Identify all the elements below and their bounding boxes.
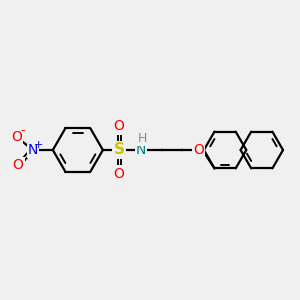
Text: S: S: [114, 142, 124, 158]
Text: +: +: [34, 140, 43, 150]
Text: H: H: [138, 132, 147, 145]
Text: N: N: [136, 143, 146, 157]
Text: O: O: [114, 119, 124, 134]
Text: O: O: [114, 167, 124, 181]
Text: -: -: [20, 124, 25, 137]
Text: N: N: [28, 143, 38, 157]
Text: O: O: [11, 130, 22, 144]
Text: O: O: [13, 158, 23, 172]
Text: O: O: [193, 143, 204, 157]
